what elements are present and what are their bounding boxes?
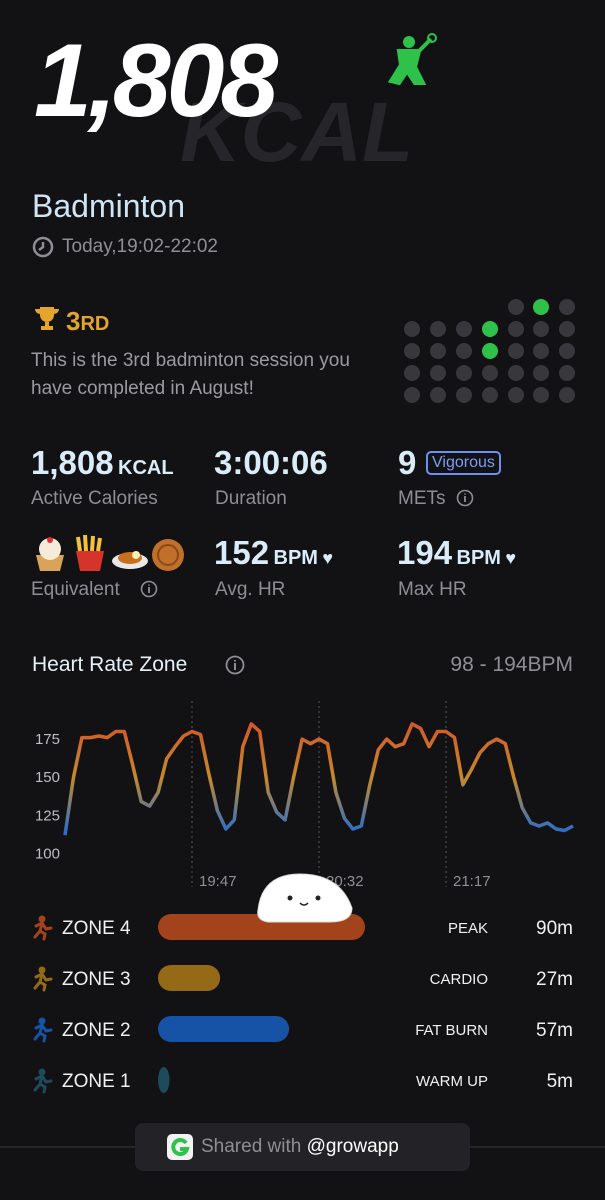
y-tick-label: 175 [35,731,60,748]
zone-label: PEAK [448,920,488,937]
icon-head [38,1017,46,1025]
zone-label: FAT BURN [415,1022,488,1039]
stat-label: Duration [215,488,287,509]
sticker-mouth [299,902,309,906]
stat-unit: KCAL [118,457,174,479]
stat-value: 3:00:06 [214,444,328,481]
rank: 3RD [66,306,109,337]
sticker-body [257,873,353,923]
cat-sticker [257,873,353,923]
session-time: Today,19:02-22:02 [62,236,218,257]
zone-bar [158,1016,290,1042]
stat-label: Avg. HR [215,579,286,600]
zone-minutes: 5m [547,1071,573,1092]
stat-value: 152 [214,534,270,571]
zone-name: ZONE 2 [62,1020,131,1041]
dot-grid [404,299,575,403]
stat-label: Max HR [398,579,467,600]
stat-value: 1,808 [31,444,114,481]
heart-rate-line [63,722,574,836]
stat-calories: 1,808 KCAL [31,444,174,482]
info-icon[interactable] [456,488,476,508]
section-title: Heart Rate Zone [32,653,188,676]
zone-minutes: 27m [536,969,573,990]
activity-title: Badminton [32,188,185,224]
calories-hero: 1,808 [34,23,278,139]
badminton-icon [387,33,437,85]
stat-avg-hr: 152 BPM ♥ [214,534,334,571]
unit-watermark: KCAL [180,85,414,179]
sticker-eye [315,895,321,901]
app-logo [167,1134,193,1160]
rank-suffix: RD [80,313,110,335]
x-tick-label: 19:47 [199,873,237,890]
y-tick-label: 100 [35,845,60,862]
sticker-eye [287,895,293,901]
info-icon[interactable] [225,654,247,676]
zone-icon [33,966,53,992]
stat-label: Equivalent [31,579,120,600]
rank-description: This is the 3rd badminton session you ha… [31,350,350,399]
share-text: Shared with @growapp [201,1136,399,1158]
food-icons [36,535,184,571]
zone-name: ZONE 4 [62,918,131,939]
y-tick-label: 125 [35,807,60,824]
icon-body [33,1074,53,1094]
trophy-icon [35,307,59,330]
clock-icon [32,236,54,258]
stat-value: 9 [398,444,417,481]
icon-head [38,915,46,923]
stat-max-hr: 194 BPM ♥ [397,534,517,571]
stat-label: Active Calories [31,488,158,509]
hr-range: 98 - 194BPM [450,653,573,676]
icon-body [33,921,53,941]
x-tick-label: 21:17 [453,873,491,890]
stat-unit: BPM [456,547,501,569]
zone-icon [33,915,53,941]
rank-number: 3 [66,306,81,336]
icon-head [38,966,46,974]
intensity-badge: Vigorous [426,451,501,475]
share-handle: @growapp [306,1136,399,1157]
zone-icon [33,1017,53,1043]
zone-icon [33,1068,53,1094]
zone-minutes: 57m [536,1020,573,1041]
zone-bar [158,1067,170,1093]
icon-body [33,1023,53,1043]
stat-label: METs [398,488,446,509]
zone-name: ZONE 3 [62,969,131,990]
zone-name: ZONE 1 [62,1071,131,1092]
zone-bar [158,965,221,991]
stat-unit: BPM [273,547,318,569]
icon-body [33,972,53,992]
icon-head [38,1068,46,1076]
info-icon[interactable] [140,579,160,599]
share-prefix: Shared with [201,1136,302,1157]
y-tick-label: 150 [35,769,60,786]
zone-label: WARM UP [416,1073,488,1090]
zone-minutes: 90m [536,918,573,939]
zone-label: CARDIO [430,971,488,988]
stat-value: 194 [397,534,453,571]
